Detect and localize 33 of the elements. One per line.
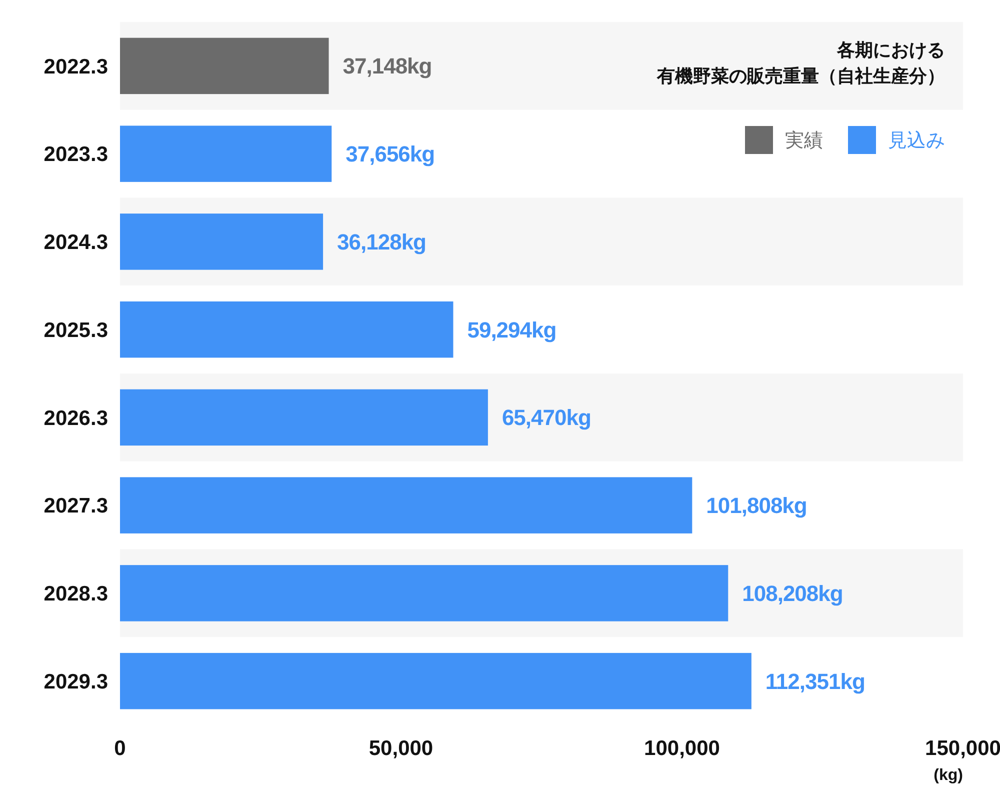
bar: [120, 565, 728, 622]
y-tick-label: 2026.3: [44, 406, 108, 430]
bar: [120, 301, 454, 358]
x-tick-label: 150,000: [925, 737, 1000, 760]
data-label: 37,656kg: [346, 142, 435, 167]
y-tick-label: 2027.3: [44, 494, 108, 518]
bar: [120, 389, 488, 446]
data-label: 101,808kg: [706, 493, 807, 518]
y-tick-label: 2028.3: [44, 582, 108, 606]
data-label: 108,208kg: [742, 580, 843, 606]
text: 有機野菜の販売重量（自社生産分）: [656, 66, 945, 86]
bar: [120, 126, 332, 182]
y-tick-label: 2023.3: [44, 143, 108, 166]
data-label: 36,128kg: [337, 229, 426, 254]
text: 各期における: [836, 40, 945, 60]
bar: [120, 38, 329, 94]
data-label: 65,470kg: [502, 405, 591, 430]
legend-label: 実績: [785, 130, 823, 152]
y-tick-label: 2029.3: [44, 670, 108, 694]
bar: [120, 214, 324, 270]
x-axis-title: (kg): [934, 767, 963, 784]
bar: [120, 652, 752, 710]
y-tick-label: 2025.3: [44, 318, 108, 342]
y-tick-label: 2022.3: [44, 55, 108, 78]
bar: [120, 477, 692, 534]
legend-label: 見込み: [888, 130, 945, 152]
x-tick-label: 100,000: [644, 737, 720, 760]
data-label: 112,351kg: [765, 668, 865, 694]
y-tick-label: 2024.3: [44, 231, 108, 254]
x-tick-label: 0: [114, 737, 126, 760]
x-tick-label: 50,000: [368, 737, 434, 760]
data-label: 37,148kg: [342, 54, 432, 79]
data-label: 59,294kg: [467, 317, 556, 342]
